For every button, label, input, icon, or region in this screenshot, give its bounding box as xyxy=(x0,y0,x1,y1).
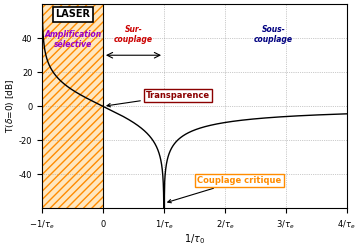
Text: Couplage critique: Couplage critique xyxy=(168,176,282,203)
Bar xyxy=(42,4,103,208)
Y-axis label: T($\delta$=0) [dB]: T($\delta$=0) [dB] xyxy=(4,79,16,134)
Bar xyxy=(42,4,103,208)
Text: Amplification
sélective: Amplification sélective xyxy=(44,30,101,49)
Text: Transparence: Transparence xyxy=(107,91,210,107)
X-axis label: $1/\tau_0$: $1/\tau_0$ xyxy=(184,232,205,246)
Text: LASER: LASER xyxy=(55,9,90,19)
Text: Sous-
couplage: Sous- couplage xyxy=(254,24,293,44)
Text: Sur-
couplage: Sur- couplage xyxy=(114,24,153,44)
